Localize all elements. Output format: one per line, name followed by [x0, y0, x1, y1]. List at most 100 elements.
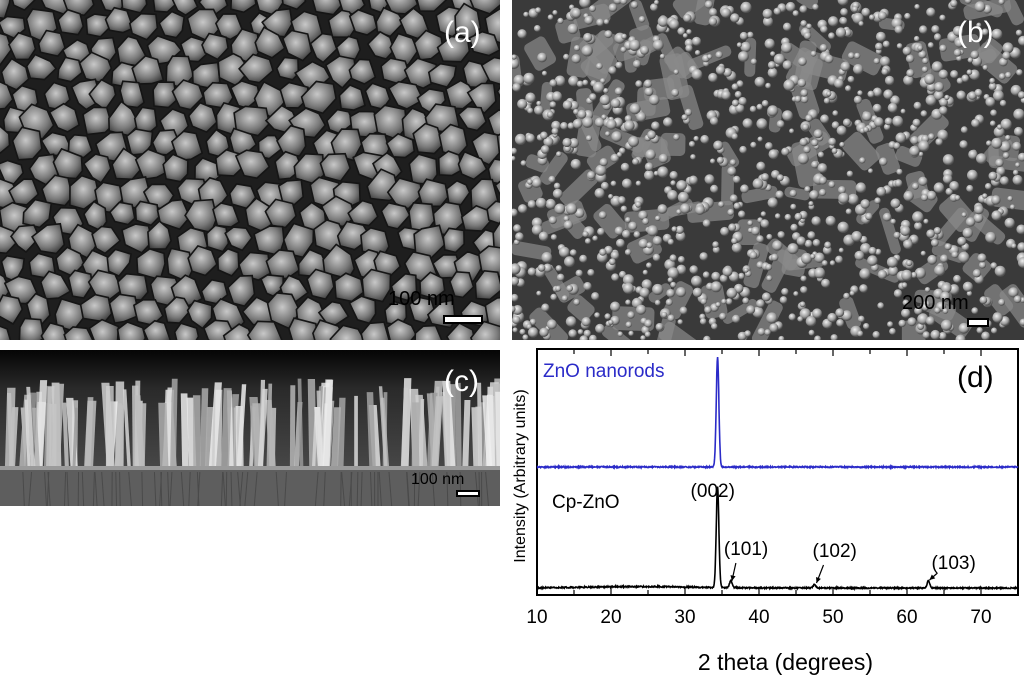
- nanoparticle: [813, 129, 823, 139]
- nanoparticle: [896, 168, 903, 175]
- grain: [82, 106, 113, 136]
- nanoparticle: [517, 29, 527, 39]
- grain: [412, 122, 444, 155]
- nanoparticle: [732, 175, 741, 184]
- nanoparticle: [808, 201, 814, 207]
- nanoparticle: [704, 306, 712, 314]
- nanoparticle: [857, 90, 863, 96]
- grain: [309, 32, 338, 64]
- nanoparticle: [968, 149, 978, 160]
- nanoparticle: [610, 251, 620, 260]
- nanoparticle: [845, 85, 852, 92]
- nanoparticle: [794, 212, 803, 221]
- nanoparticle: [675, 231, 686, 242]
- nanoparticle: [921, 66, 928, 73]
- nanoparticle: [743, 267, 749, 273]
- nanoparticle: [934, 264, 946, 276]
- nanoparticle: [740, 184, 749, 194]
- nanorod: [199, 388, 209, 469]
- nanoparticle: [700, 134, 710, 144]
- nanoparticle: [934, 82, 944, 92]
- nanoparticle: [800, 275, 807, 282]
- nanorod: [354, 395, 358, 468]
- panel-b-sem-image: (b) 200 nm: [512, 0, 1024, 340]
- grain: [186, 299, 213, 330]
- nanoparticle: [702, 271, 710, 279]
- nanoparticle: [967, 57, 973, 63]
- nanoparticle: [749, 251, 758, 260]
- nanoparticle: [760, 211, 767, 217]
- nanoparticle: [879, 157, 888, 166]
- nanoparticle: [673, 134, 680, 141]
- nanoparticle: [646, 262, 652, 269]
- grain: [361, 268, 392, 303]
- nanoparticle: [966, 184, 974, 193]
- x-tick-label: 70: [970, 607, 991, 628]
- nanoparticle: [781, 147, 790, 156]
- nanoparticle: [673, 69, 679, 75]
- nanoparticle: [583, 32, 593, 43]
- nanoparticle: [1018, 91, 1024, 99]
- nanoparticle: [594, 117, 605, 128]
- nanoparticle: [570, 158, 581, 170]
- grain: [384, 0, 419, 15]
- nanoparticle: [859, 268, 871, 280]
- nanorod: [101, 382, 115, 468]
- nanoparticle: [625, 217, 631, 223]
- nanoparticle: [620, 162, 630, 172]
- nanoparticle: [819, 44, 828, 52]
- nanoparticle: [814, 267, 826, 279]
- nanorod: [192, 395, 201, 468]
- nanoparticle: [551, 120, 561, 131]
- nanoparticle: [985, 97, 996, 107]
- nanoparticle: [527, 200, 536, 209]
- nanoparticle: [587, 269, 595, 277]
- tilted-rod: [678, 84, 704, 130]
- tilted-rod: [856, 98, 884, 144]
- grain: [8, 178, 40, 206]
- nanoparticle: [781, 42, 793, 54]
- nanoparticle: [894, 25, 903, 34]
- nanoparticle: [731, 314, 741, 323]
- nanoparticle: [796, 236, 806, 246]
- sem-image-c-cross-section: [0, 350, 500, 506]
- nanoparticle: [635, 80, 643, 88]
- grain: [275, 56, 300, 81]
- nanoparticle: [574, 208, 585, 218]
- nanoparticle: [605, 131, 611, 137]
- nanoparticle: [883, 89, 894, 100]
- nanoparticle: [760, 219, 770, 229]
- nanoparticle: [535, 197, 547, 209]
- nanoparticle: [974, 88, 983, 97]
- nanoparticle: [1012, 141, 1022, 151]
- nanoparticle: [750, 141, 757, 148]
- nanoparticle: [728, 223, 737, 232]
- xrd-chart-svg: 10 20 30 40 50 60 70 2 theta (degrees) Intensity…: [505, 345, 1024, 683]
- grain: [22, 198, 53, 229]
- nanoparticle: [898, 319, 906, 328]
- nanoparticle: [799, 5, 808, 13]
- x-tick-label: 10: [526, 607, 547, 628]
- nanoparticle: [610, 153, 620, 163]
- nanoparticle: [738, 272, 745, 280]
- nanoparticle: [599, 248, 607, 256]
- nanoparticle: [692, 287, 703, 298]
- nanoparticle: [888, 265, 899, 276]
- nanoparticle: [751, 226, 760, 236]
- nanoparticle: [907, 317, 917, 327]
- nanoparticle: [1008, 287, 1019, 298]
- nanoparticle: [933, 33, 942, 41]
- grain: [449, 270, 475, 299]
- grain: [233, 105, 271, 137]
- peak-annotation: (101): [724, 539, 768, 560]
- nanoparticle: [548, 175, 556, 183]
- grain: [437, 150, 463, 177]
- nanoparticle: [731, 83, 739, 91]
- nanoparticle: [617, 196, 626, 205]
- panel-a-scale-label: 100 nm: [388, 288, 455, 310]
- nanoparticle: [914, 267, 926, 279]
- nanoparticle: [800, 20, 807, 27]
- nanoparticle: [527, 107, 534, 114]
- nanoparticle: [811, 139, 819, 147]
- nanoparticle: [952, 25, 964, 37]
